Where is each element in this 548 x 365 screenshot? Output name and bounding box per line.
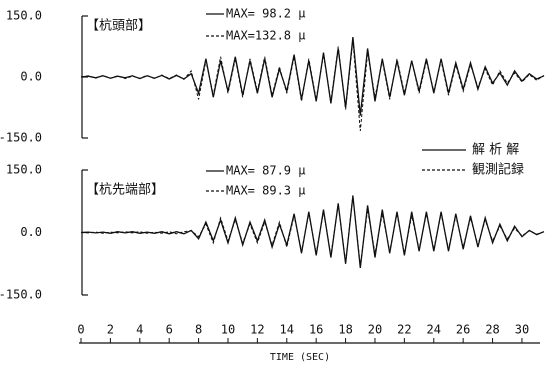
annotation: MAX=132.8 μ — [226, 29, 305, 43]
x-tick-label: 28 — [485, 323, 499, 337]
x-tick-label: 12 — [250, 323, 264, 337]
x-axis-title: TIME (SEC) — [270, 352, 330, 363]
x-tick-label: 30 — [515, 323, 529, 337]
legend-label: 解 析 解 — [472, 143, 519, 158]
panel-label: 【杭先端部】 — [86, 183, 164, 198]
x-tick-label: 16 — [309, 323, 323, 337]
x-tick-label: 14 — [280, 323, 294, 337]
x-tick-label: 24 — [427, 323, 441, 337]
data-line — [80, 195, 545, 266]
x-tick-label: 10 — [221, 323, 235, 337]
x-tick-label: 0 — [77, 323, 84, 337]
x-tick-label: 8 — [195, 323, 202, 337]
annotation: MAX= 87.9 μ — [226, 164, 305, 178]
y-tick-label: 0.0 — [20, 225, 42, 239]
y-tick-label: 150.0 — [6, 9, 42, 23]
x-tick-label: 22 — [397, 323, 411, 337]
x-tick-label: 18 — [338, 323, 352, 337]
x-tick-label: 6 — [166, 323, 173, 337]
annotation: MAX= 89.3 μ — [226, 184, 305, 198]
x-tick-label: 2 — [107, 323, 114, 337]
panel-label: 【杭頭部】 — [86, 19, 151, 34]
x-tick-label: 26 — [456, 323, 470, 337]
y-tick-label: 0.0 — [20, 70, 42, 84]
y-tick-label: -150.0 — [0, 288, 42, 302]
y-tick-label: 150.0 — [6, 163, 42, 177]
data-line — [80, 40, 545, 132]
x-tick-label: 20 — [368, 323, 382, 337]
y-tick-label: -150.0 — [0, 131, 42, 145]
annotation: MAX= 98.2 μ — [226, 7, 305, 21]
legend-label: 観測記録 — [472, 162, 524, 178]
x-tick-label: 4 — [136, 323, 143, 337]
